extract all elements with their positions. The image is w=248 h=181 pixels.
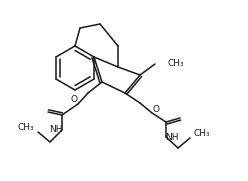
Text: NH: NH (165, 132, 179, 142)
Text: CH₃: CH₃ (167, 58, 184, 68)
Text: O: O (153, 104, 159, 113)
Text: CH₃: CH₃ (194, 129, 210, 138)
Text: NH: NH (49, 125, 63, 134)
Text: CH₃: CH₃ (18, 123, 34, 132)
Text: O: O (70, 96, 77, 104)
